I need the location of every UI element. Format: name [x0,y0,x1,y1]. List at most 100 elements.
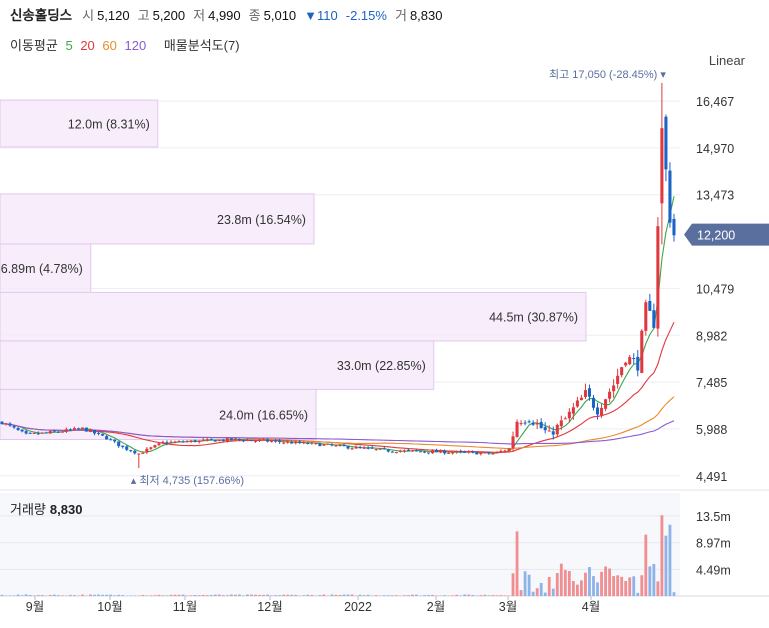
volume-bar [274,595,278,596]
candle-body [539,422,543,428]
scale-mode-toggle[interactable]: Linear [708,53,745,68]
volume-bar [463,594,467,596]
candle-body [358,447,362,449]
low-value: 4,990 [208,8,241,23]
volume-profile-bar [0,291,587,342]
candle-body [463,451,467,453]
candle-body [237,439,241,441]
change-value: ▼110 [304,8,338,23]
volume-bar [636,592,640,596]
candle-body [76,428,80,430]
candle-body [386,449,390,452]
candle-body [435,450,439,453]
candle-body [567,411,571,419]
volume-bar [77,595,80,596]
volume-bar [652,564,656,596]
candle-body [225,438,229,442]
candle-body [648,301,652,311]
volume-bar [302,595,306,596]
volume-bar [189,595,193,596]
ma-label[interactable]: 이동평균 [10,38,58,53]
volume-bar [225,595,229,596]
volume-profile-label: 33.0m (22.85%) [337,359,426,373]
volume-bar [278,595,282,596]
volume-bar [616,575,620,596]
volume-bar [246,594,249,596]
volume-bar [40,595,44,596]
volume-bar [559,563,563,596]
volume-bar [36,595,40,596]
volume-bar [149,595,153,596]
volume-bar [555,573,559,596]
candle-body [274,440,278,442]
volume-bar [93,594,96,596]
candle-body [165,442,169,444]
candle-body [105,436,109,440]
volume-bar [173,594,177,596]
candle-body [527,421,531,423]
candle-body [451,452,455,454]
x-tick-label: 12월 [257,600,282,614]
ma-60-legend: 60 [102,38,117,53]
volume-bar [471,594,475,596]
volume-bar [350,594,354,596]
volume-bar [197,595,201,596]
candle-body [571,407,575,414]
volume-title: 거래량 [10,502,46,517]
volume-bar [358,594,362,596]
candle-body [133,450,137,454]
volume-tick-label: 4.49m [696,563,731,577]
volume-bar [503,595,507,596]
volume-bar [60,595,64,596]
volume-bar [515,531,519,596]
candle-body [32,432,36,434]
volume-bar [571,581,575,596]
candle-body [439,450,443,453]
candle-body [121,445,125,447]
candle-body [298,441,302,444]
volume-profile-label[interactable]: 매물분석도(7) [163,38,240,53]
candle-body [483,452,487,454]
candle-body [314,443,318,445]
price-tick-label: 13,473 [696,189,734,203]
candle-body [475,452,479,455]
candle-body [322,444,326,446]
volume-profile-bar [0,388,317,441]
candle-body [213,440,217,442]
volume-bar [374,595,378,596]
x-tick-label: 2022 [344,600,372,614]
candle-body [16,428,20,430]
candle-body [330,444,334,446]
candle-body [266,439,270,442]
volume-bar [334,594,338,596]
volume-bar [487,595,491,596]
candle-body [414,450,418,452]
price-tick-label: 16,467 [696,95,734,109]
candle-body [499,450,503,452]
candle-body [600,407,604,416]
volume-bar [181,594,185,596]
volume-bar [28,595,32,596]
candle-body [583,390,587,398]
candle-body [636,356,640,371]
volume-bar [20,595,24,596]
candle-body [306,442,310,445]
volume-tick-label: 8.97m [696,537,731,551]
candle-body [20,429,24,432]
candle-body [249,440,254,442]
candle-body [406,449,410,451]
candle-body [519,423,523,425]
candle-body [664,116,668,170]
stock-name[interactable]: 신송홀딩스 [10,8,73,23]
candle-body [398,450,402,452]
candle-body [531,422,535,425]
candle-body [431,450,435,454]
close-label: 종 [248,8,261,23]
ma-5-line [1,196,675,454]
volume-bar [153,595,157,596]
candle-body [467,451,471,453]
volume-bar [56,595,60,596]
volume-bar [254,594,257,596]
current-price-tag [684,223,769,246]
